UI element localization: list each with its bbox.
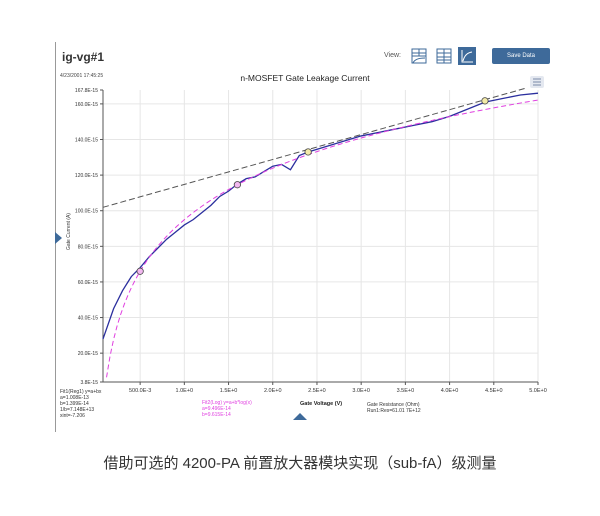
x-tick-label: 4.5E+0 (485, 388, 503, 394)
fit-line: a=1.008E-13 (60, 395, 89, 401)
x-tick-label: 3.0E+0 (352, 388, 370, 394)
x-tick-label: 1.0E+0 (176, 388, 194, 394)
timestamp: 4/23/2001 17:45:25 (60, 73, 104, 79)
caption: 借助可选的 4200-PA 前置放大器模块实现（sub-fA）级测量 (103, 455, 497, 472)
x-tick-label: 1.5E+0 (220, 388, 238, 394)
y-tick-label: 20.0E-15 (78, 351, 99, 357)
save-data-button[interactable]: Save Data (492, 48, 550, 64)
y-tick-label: 160.0E-15 (75, 102, 98, 108)
fit-line: xint=-7.206 (60, 413, 85, 419)
bottom-collapse-handle[interactable] (293, 413, 307, 420)
fit-line: Fit1(Reg1) y=a+bx (60, 389, 102, 395)
plot-area: 500.0E-3 1.0E+0 1.5E+0 2.0E+0 2.5E+0 3.0E+0 3.… (55, 87, 547, 420)
x-tick-label: 4.0E+0 (441, 388, 459, 394)
y-tick-label: 80.0E-15 (78, 244, 99, 250)
y-tick-label: 40.0E-15 (78, 316, 99, 322)
fit-line: a=9.496E-14 (202, 406, 231, 412)
x-tick-label: 3.5E+0 (397, 388, 415, 394)
test-title: ig-vg#1 (62, 50, 105, 64)
resistance-value: Run1:Res=61.01 7E+12 (367, 408, 421, 414)
resistance-label: Gate Resistance (Ohm) (367, 402, 420, 408)
y-tick-label: 167.8E-15 (75, 88, 98, 94)
y-tick-label: 3.8E-15 (80, 380, 98, 386)
x-axis-label: Gate Voltage (V) (300, 401, 343, 407)
left-collapse-handle[interactable] (55, 232, 62, 244)
fit-range-marker (481, 97, 489, 105)
gate-resistance-box: Gate Resistance (Ohm) Run1:Res=61.01 7E+… (367, 402, 421, 414)
x-tick-label: 5.0E+0 (529, 388, 547, 394)
split-view-icon[interactable] (410, 47, 428, 65)
fit-line: 1/b=7.148E+13 (60, 407, 95, 413)
fit-line: b=1.399E-14 (60, 401, 89, 407)
x-tick-label: 2.5E+0 (308, 388, 326, 394)
fit-line: b=9.615E-14 (202, 412, 231, 418)
fit-range-marker (136, 267, 144, 275)
view-label: View: (384, 52, 401, 59)
fit-linear-box: Fit1(Reg1) y=a+bx a=1.008E-13 b=1.399E-1… (60, 389, 101, 419)
fit-range-marker (304, 148, 312, 156)
chart-title: n-MOSFET Gate Leakage Current (240, 73, 370, 83)
chart-menu-icon[interactable] (530, 76, 544, 88)
table-view-icon[interactable] (435, 47, 453, 65)
y-tick-label: 60.0E-15 (78, 280, 99, 286)
fit-line: Fit2(Log) y=a+b*log(x) (202, 400, 252, 406)
measured-series-line (102, 92, 539, 340)
y-tick-label: 140.0E-15 (75, 137, 98, 143)
x-tick-label: 500.0E-3 (129, 388, 151, 394)
x-tick-label: 2.0E+0 (264, 388, 282, 394)
log-fit-line (106, 99, 539, 378)
y-axis-label: Gate Current (A) (66, 213, 72, 250)
graph-view-icon[interactable] (458, 47, 476, 65)
linear-fit-line (102, 87, 526, 208)
y-tick-label: 100.0E-15 (75, 209, 98, 215)
y-tick-label: 120.0E-15 (75, 173, 98, 179)
fit-log-box: Fit2(Log) y=a+b*log(x) a=9.496E-14 b=9.6… (202, 400, 252, 418)
fit-range-marker (233, 181, 241, 189)
